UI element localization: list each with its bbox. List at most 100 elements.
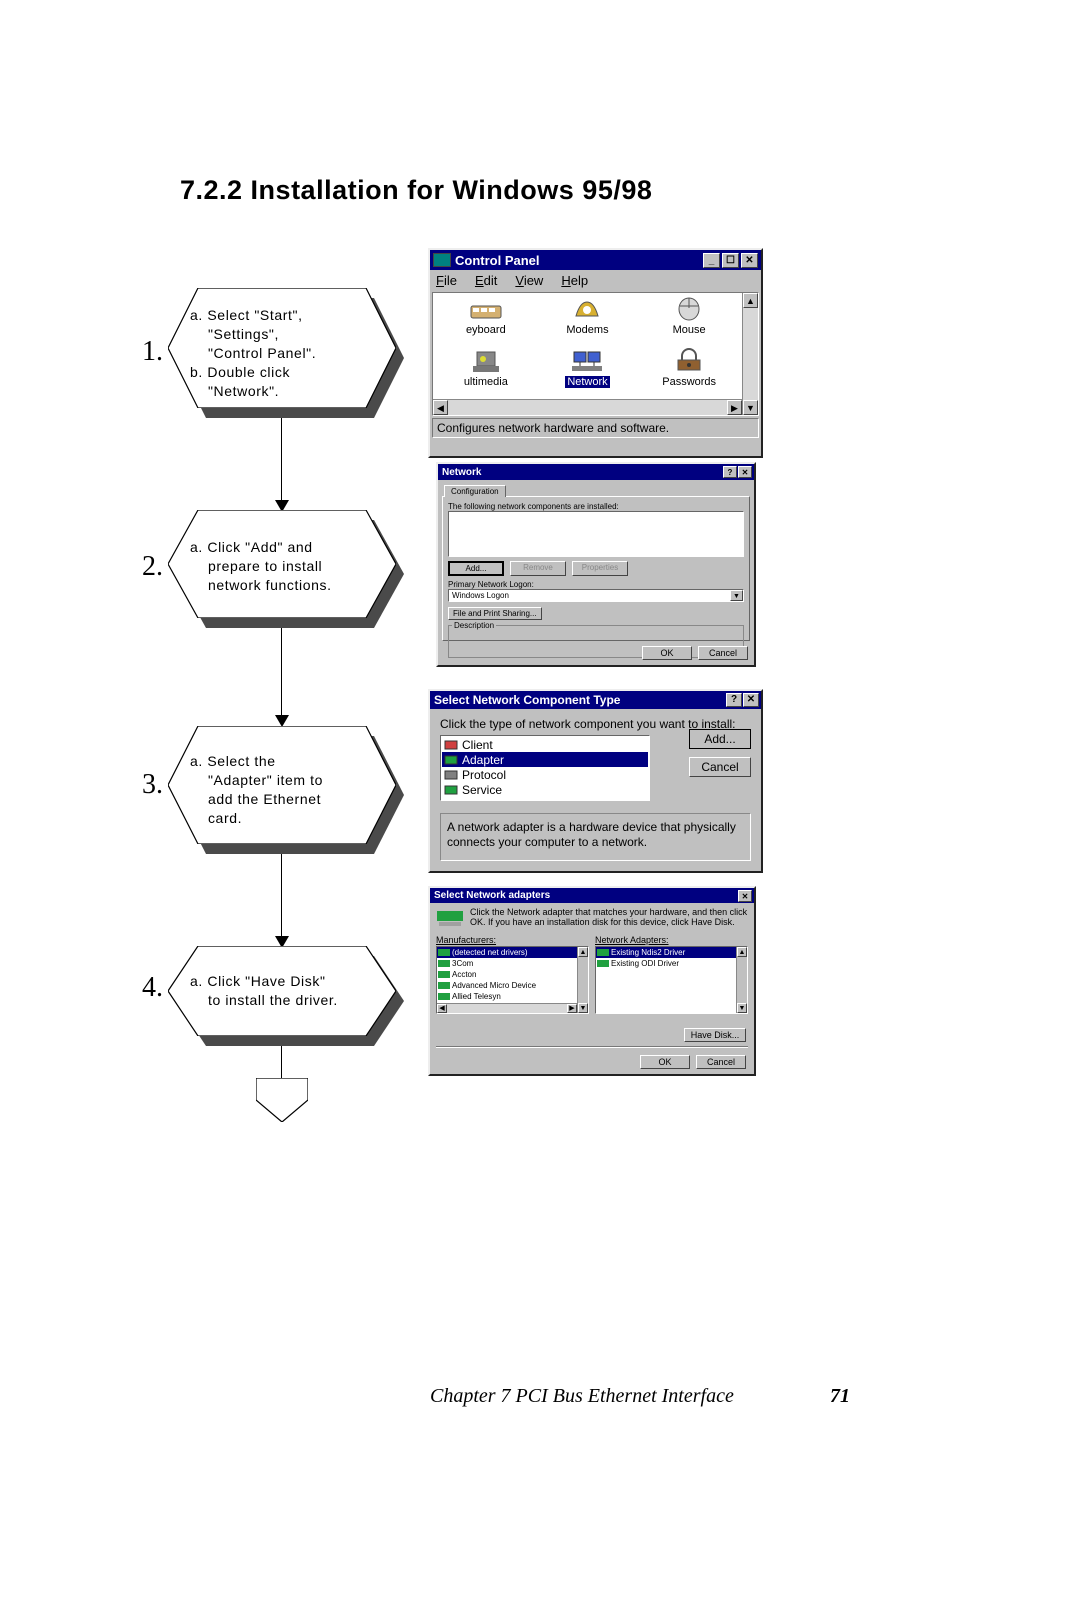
hscroll-right[interactable]: ▶ bbox=[567, 1004, 577, 1013]
dlg4-right-col: Network Adapters: Existing Ndis2 DriverE… bbox=[595, 935, 748, 1014]
hscroll-left[interactable]: ◀ bbox=[433, 400, 448, 415]
dlg4-manufacturers-list[interactable]: (detected net drivers)3Com Accton Advanced… bbox=[436, 946, 589, 1014]
dlg4-item[interactable]: Allied Telesyn bbox=[437, 991, 588, 1002]
list-hscroll[interactable]: ◀▶ bbox=[437, 1003, 577, 1013]
dlg4-havedisk-button[interactable]: Have Disk... bbox=[684, 1028, 746, 1042]
dlg4-titlebar: Select Network adapters ✕ bbox=[430, 888, 754, 903]
dlg2-cancel-button[interactable]: Cancel bbox=[698, 646, 748, 660]
step-number-3: 3. bbox=[142, 769, 163, 801]
dlg2-share-button[interactable]: File and Print Sharing... bbox=[448, 607, 542, 620]
cp-vscroll[interactable]: ▲ ▼ bbox=[742, 293, 758, 415]
dlg2-add-button[interactable]: Add... bbox=[448, 561, 504, 576]
dlg2-combo-arrow[interactable]: ▼ bbox=[730, 590, 743, 601]
vscroll-up[interactable]: ▲ bbox=[743, 293, 758, 308]
hscroll-left[interactable]: ◀ bbox=[437, 1004, 447, 1013]
dlg4-adapters-list[interactable]: Existing Ndis2 DriverExisting ODI Driver… bbox=[595, 946, 748, 1014]
dlg3-cancel-button[interactable]: Cancel bbox=[689, 757, 751, 777]
dlg4-left-header: Manufacturers: bbox=[436, 935, 589, 945]
cp-item-label: eyboard bbox=[464, 324, 508, 336]
dlg3-help-button[interactable]: ? bbox=[726, 693, 742, 707]
dlg2-list-label: The following network components are ins… bbox=[448, 502, 744, 511]
cp-item-mouse[interactable]: Mouse bbox=[638, 294, 740, 346]
cp-hscroll[interactable]: ◀ ▶ bbox=[433, 399, 742, 415]
dlg4-item-label: Allied Telesyn bbox=[452, 992, 501, 1001]
vscroll-down[interactable]: ▼ bbox=[743, 400, 758, 415]
dlg4-item[interactable]: (detected net drivers) bbox=[437, 947, 588, 958]
dlg4-right-header: Network Adapters: bbox=[595, 935, 748, 945]
select-adapters-dialog: Select Network adapters ✕ Click the Netw… bbox=[428, 886, 756, 1076]
dlg4-item-label: Existing ODI Driver bbox=[611, 959, 679, 968]
dlg3-item-service[interactable]: Service bbox=[442, 782, 648, 797]
dlg3-item-protocol[interactable]: Protocol bbox=[442, 767, 648, 782]
cp-item-modems[interactable]: Modems bbox=[537, 294, 639, 346]
dlg2-close-button[interactable]: ✕ bbox=[738, 466, 752, 478]
vscroll-up[interactable]: ▲ bbox=[737, 947, 747, 957]
list-vscroll[interactable]: ▲▼ bbox=[736, 947, 747, 1013]
cp-icon-grid: eyboard ModemsMouse ultimedia Network Passwo… bbox=[433, 293, 742, 399]
cp-item-eyboard[interactable]: eyboard bbox=[435, 294, 537, 346]
dlg3-title: Select Network Component Type bbox=[432, 693, 725, 707]
dlg2-logon-combo[interactable]: Windows Logon ▼ bbox=[448, 589, 744, 602]
dlg2-tab-configuration[interactable]: Configuration bbox=[444, 485, 506, 497]
close-button[interactable]: ✕ bbox=[741, 253, 758, 268]
menu-help[interactable]: Help bbox=[561, 273, 588, 288]
step-text-4: a. Click "Have Disk" to install the driv… bbox=[190, 972, 378, 1010]
menu-view[interactable]: View bbox=[515, 273, 543, 288]
dlg3-body: Click the type of network component you … bbox=[430, 709, 761, 869]
cp-item-icon bbox=[672, 296, 706, 322]
dlg4-ok-button[interactable]: OK bbox=[640, 1055, 690, 1069]
cp-item-icon bbox=[469, 348, 503, 374]
dlg3-item-icon bbox=[444, 739, 458, 751]
dlg4-item-label: 3Com bbox=[452, 959, 473, 968]
step-number-4: 4. bbox=[142, 972, 163, 1004]
vscroll-down[interactable]: ▼ bbox=[737, 1003, 747, 1013]
cp-item-ultimedia[interactable]: ultimedia bbox=[435, 346, 537, 398]
vscroll-down[interactable]: ▼ bbox=[578, 1003, 588, 1013]
dlg2-help-button[interactable]: ? bbox=[723, 466, 737, 478]
adapter-icon bbox=[438, 981, 450, 990]
dlg4-item[interactable]: 3Com bbox=[437, 958, 588, 969]
dlg3-add-button[interactable]: Add... bbox=[689, 729, 751, 749]
list-vscroll[interactable]: ▲▼ bbox=[577, 947, 588, 1013]
dlg3-type-list[interactable]: ClientAdapterProtocolService bbox=[440, 735, 650, 801]
menu-edit[interactable]: Edit bbox=[475, 273, 497, 288]
step-text-1: a. Select "Start", "Settings", "Control … bbox=[190, 306, 378, 400]
dlg4-item-label: Accton bbox=[452, 970, 476, 979]
minimize-button[interactable]: _ bbox=[703, 253, 720, 268]
vscroll-up[interactable]: ▲ bbox=[578, 947, 588, 957]
dlg3-item-adapter[interactable]: Adapter bbox=[442, 752, 648, 767]
hscroll-right[interactable]: ▶ bbox=[727, 400, 742, 415]
dlg3-item-icon bbox=[444, 754, 458, 766]
dlg3-close-button[interactable]: ✕ bbox=[743, 693, 759, 707]
dlg2-title: Network bbox=[440, 467, 722, 478]
vscroll-track[interactable] bbox=[743, 308, 758, 400]
cp-item-passwords[interactable]: Passwords bbox=[638, 346, 740, 398]
dlg2-components-list[interactable] bbox=[448, 511, 744, 557]
adapter-icon bbox=[438, 992, 450, 1001]
step-text-3: a. Select the "Adapter" item to add the … bbox=[190, 752, 378, 828]
dlg4-item[interactable]: Advanced Micro Device bbox=[437, 980, 588, 991]
maximize-button[interactable]: ☐ bbox=[722, 253, 739, 268]
dlg2-titlebar: Network ? ✕ bbox=[438, 464, 754, 480]
hscroll-track[interactable] bbox=[448, 400, 727, 415]
flow-line-3 bbox=[281, 844, 282, 939]
step-number-1: 1. bbox=[142, 336, 163, 368]
dlg4-close-button[interactable]: ✕ bbox=[738, 890, 752, 902]
dlg4-body: Click the Network adapter that matches y… bbox=[430, 903, 754, 1018]
adapter-icon bbox=[438, 970, 450, 979]
dlg3-item-client[interactable]: Client bbox=[442, 737, 648, 752]
cp-item-icon bbox=[570, 296, 604, 322]
dlg3-item-label: Service bbox=[462, 783, 502, 797]
footer-chapter: Chapter 7 PCI Bus Ethernet Interface bbox=[430, 1385, 734, 1408]
section-title: 7.2.2 Installation for Windows 95/98 bbox=[180, 175, 652, 206]
dlg4-item[interactable]: Existing Ndis2 Driver bbox=[596, 947, 747, 958]
dlg4-item-label: Advanced Micro Device bbox=[452, 981, 536, 990]
menu-file[interactable]: File bbox=[436, 273, 457, 288]
cp-item-network[interactable]: Network bbox=[537, 346, 639, 398]
dlg4-cancel-button[interactable]: Cancel bbox=[696, 1055, 746, 1069]
cp-item-label: Network bbox=[565, 376, 609, 388]
dlg4-item[interactable]: Existing ODI Driver bbox=[596, 958, 747, 969]
cp-sysmenu-icon[interactable] bbox=[433, 253, 451, 267]
dlg2-ok-button[interactable]: OK bbox=[642, 646, 692, 660]
dlg4-item[interactable]: Accton bbox=[437, 969, 588, 980]
